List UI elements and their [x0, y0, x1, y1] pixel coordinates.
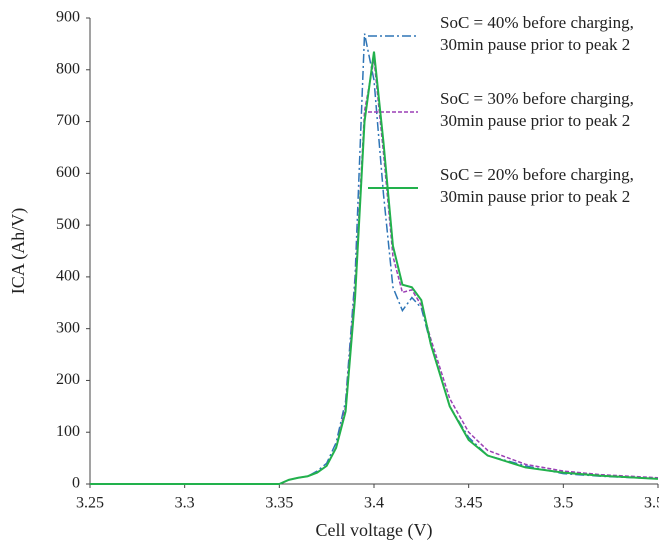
legend-label: SoC = 40% before charging, 30min pause p…	[440, 13, 634, 54]
y-tick-label: 800	[56, 60, 80, 77]
y-tick-label: 900	[56, 9, 80, 26]
y-tick-label: 300	[56, 319, 80, 336]
y-tick-label: 400	[56, 268, 80, 285]
y-tick-label: 500	[56, 216, 80, 233]
legend-label: SoC = 30% before charging, 30min pause p…	[440, 89, 634, 130]
x-tick-label: 3.4	[364, 495, 384, 512]
x-tick-label: 3.45	[455, 495, 483, 512]
x-tick-label: 3.55	[644, 495, 659, 512]
y-tick-label: 100	[56, 423, 80, 440]
series-line	[90, 51, 659, 485]
y-tick-label: 0	[72, 475, 80, 492]
y-tick-label: 700	[56, 112, 80, 129]
x-axis-label: Cell voltage (V)	[316, 520, 433, 541]
y-tick-label: 600	[56, 164, 80, 181]
legend-label: SoC = 20% before charging, 30min pause p…	[440, 165, 634, 206]
x-tick-label: 3.25	[76, 495, 104, 512]
y-tick-label: 200	[56, 371, 80, 388]
x-tick-label: 3.3	[175, 495, 195, 512]
x-tick-label: 3.35	[265, 495, 293, 512]
x-tick-label: 3.5	[553, 495, 573, 512]
y-axis-label: ICA (Ah/V)	[8, 208, 29, 295]
